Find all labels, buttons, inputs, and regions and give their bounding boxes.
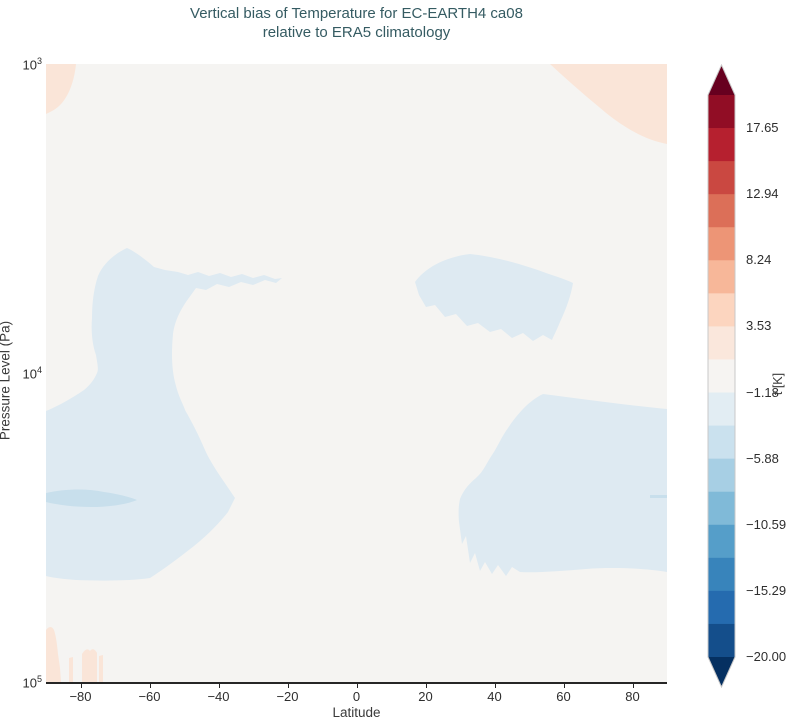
colorbar-segment-5 xyxy=(708,260,735,294)
y-tick-label-10e3: 103 xyxy=(22,56,42,73)
colorbar-under-arrow xyxy=(708,657,735,687)
x-tick-label--20: −20 xyxy=(276,689,299,704)
colorbar-tick-label-5: −5.88 xyxy=(746,450,779,466)
colorbar-segment-6 xyxy=(708,293,735,327)
colorbar-segment-8 xyxy=(708,359,735,393)
plot-area xyxy=(46,64,667,682)
contour-region-north-edge-cool-sliver xyxy=(650,495,667,498)
x-tick-label-20: 20 xyxy=(418,689,433,704)
contour-region-southern-cool-core xyxy=(46,489,137,507)
colorbar-segments xyxy=(708,95,735,658)
colorbar-segment-15 xyxy=(708,590,735,625)
y-tick-label-10e4: 104 xyxy=(22,365,42,382)
x-tick-mark-0 xyxy=(356,684,358,688)
contour-region-north-polar-upper-warm xyxy=(550,64,667,144)
colorbar-title: t [K] xyxy=(771,372,785,396)
colorbar-segment-16 xyxy=(708,623,735,658)
chart-title-line-2: relative to ERA5 climatology xyxy=(262,24,451,41)
chart-title: Vertical bias of Temperature for EC-EART… xyxy=(46,4,667,42)
x-tick-mark--80 xyxy=(80,684,82,688)
colorbar-tick-label-8: −20.00 xyxy=(746,649,787,664)
colorbar-tick-label-1: 12.94 xyxy=(746,186,779,202)
x-axis-title: Latitude xyxy=(332,705,381,720)
colorbar-tick-label-0: 17.65 xyxy=(746,120,779,136)
x-tick-mark-40 xyxy=(494,684,496,688)
x-tick-label--80: −80 xyxy=(69,689,92,704)
x-tick-label-0: 0 xyxy=(352,689,361,704)
colorbar-segment-7 xyxy=(708,326,735,360)
y-tick-label-10e5: 105 xyxy=(22,674,42,691)
colorbar-segment-13 xyxy=(708,524,735,559)
colorbar-segment-10 xyxy=(708,425,735,460)
x-tick-mark-80 xyxy=(632,684,634,688)
x-tick-label--40: −40 xyxy=(207,689,230,704)
colorbar-svg xyxy=(707,63,736,689)
colorbar-tick-label-4: −1.18 xyxy=(746,384,779,400)
y-axis-title: Pressure Level (Pa) xyxy=(0,320,13,441)
x-tick-mark-60 xyxy=(563,684,565,688)
colorbar-segment-12 xyxy=(708,491,735,526)
colorbar-segment-2 xyxy=(708,161,735,195)
colorbar-segment-9 xyxy=(708,392,735,426)
x-tick-label-60: 60 xyxy=(556,689,571,704)
contour-region-northern-mid-troposphere-cool xyxy=(458,394,667,576)
contour-region-northern-upper-troposphere-cool xyxy=(415,254,573,341)
x-tick-mark--40 xyxy=(218,684,220,688)
colorbar-segment-0 xyxy=(708,95,735,129)
colorbar-tick-label-7: −15.29 xyxy=(746,582,787,598)
x-tick-mark-20 xyxy=(425,684,427,688)
colorbar-segment-14 xyxy=(708,557,735,592)
contour-region-south-surface-warm-spike-4 xyxy=(99,655,103,682)
colorbar-tick-label-6: −10.59 xyxy=(746,516,787,532)
x-tick-mark--20 xyxy=(287,684,289,688)
x-tick-label-80: 80 xyxy=(625,689,640,704)
colorbar-segment-1 xyxy=(708,128,735,162)
colorbar-tick-label-2: 8.24 xyxy=(746,252,772,268)
colorbar: 17.65 12.94 8.24 3.53 −1.18 −5.88 −10.59 −15.29… xyxy=(700,60,804,710)
x-tick-label-40: 40 xyxy=(487,689,502,704)
colorbar-segment-3 xyxy=(708,194,735,228)
contour-plot-svg xyxy=(46,64,667,682)
colorbar-over-arrow xyxy=(708,65,735,95)
colorbar-outline xyxy=(707,63,736,689)
x-tick-mark--60 xyxy=(149,684,151,688)
colorbar-segment-11 xyxy=(708,458,735,493)
contour-region-south-polar-upper-warm xyxy=(46,64,76,114)
colorbar-tick-label-3: 3.53 xyxy=(746,318,772,334)
contour-region-south-surface-warm-spike-2 xyxy=(69,657,73,682)
x-axis-spine xyxy=(46,682,667,684)
contour-region-south-surface-warm-spike-1 xyxy=(46,627,61,682)
colorbar-segment-4 xyxy=(708,227,735,261)
contour-region-south-surface-warm-spike-3 xyxy=(82,649,97,682)
chart-title-line-1: Vertical bias of Temperature for EC-EART… xyxy=(190,5,523,22)
x-tick-label--60: −60 xyxy=(138,689,161,704)
